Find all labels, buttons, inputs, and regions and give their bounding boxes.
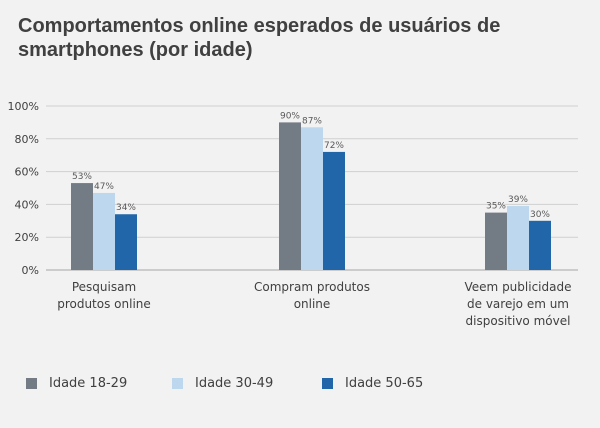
legend-swatch [322,378,333,389]
chart-legend: Idade 18-29 Idade 30-49 Idade 50-65 [0,376,600,398]
data-label: 90% [280,111,300,121]
data-label: 30% [530,210,550,220]
x-category-label: Veem publicidade [465,280,572,294]
data-label: 87% [302,116,322,126]
legend-item: Idade 50-65 [322,376,423,391]
chart-title: Comportamentos online esperados de usuár… [18,15,501,61]
y-tick-label: 20% [15,231,39,244]
data-label: 34% [116,203,136,213]
legend-label: Idade 18-29 [49,376,128,391]
bar [279,122,301,271]
y-tick-label: 0% [22,264,39,277]
bar [93,192,115,270]
bar [301,127,323,270]
legend-swatch [172,378,183,389]
x-category-label: produtos online [57,297,151,311]
x-category-label: de varejo em um [467,297,569,311]
legend-swatch [26,378,37,389]
y-tick-label: 100% [8,100,39,113]
data-label: 35% [486,202,506,212]
x-category-label: Pesquisam [72,280,136,294]
legend-label: Idade 50-65 [345,376,424,391]
x-category-label: Compram produtos [254,280,370,294]
legend-item: Idade 18-29 [26,376,127,391]
y-tick-label: 60% [15,166,39,179]
data-label: 72% [324,141,344,151]
legend-label: Idade 30-49 [195,376,274,391]
data-label: 47% [94,182,114,192]
bar [529,220,551,270]
bar [323,151,345,270]
data-label: 39% [508,195,528,205]
x-category-label: online [294,297,331,311]
bar [71,183,93,270]
legend-item: Idade 30-49 [172,376,273,391]
y-tick-label: 40% [15,198,39,211]
x-category-label: dispositivo móvel [466,314,571,328]
bar [485,212,507,270]
data-label: 53% [72,172,92,182]
y-tick-label: 80% [15,133,39,146]
bar [115,214,137,270]
bar [507,206,529,270]
